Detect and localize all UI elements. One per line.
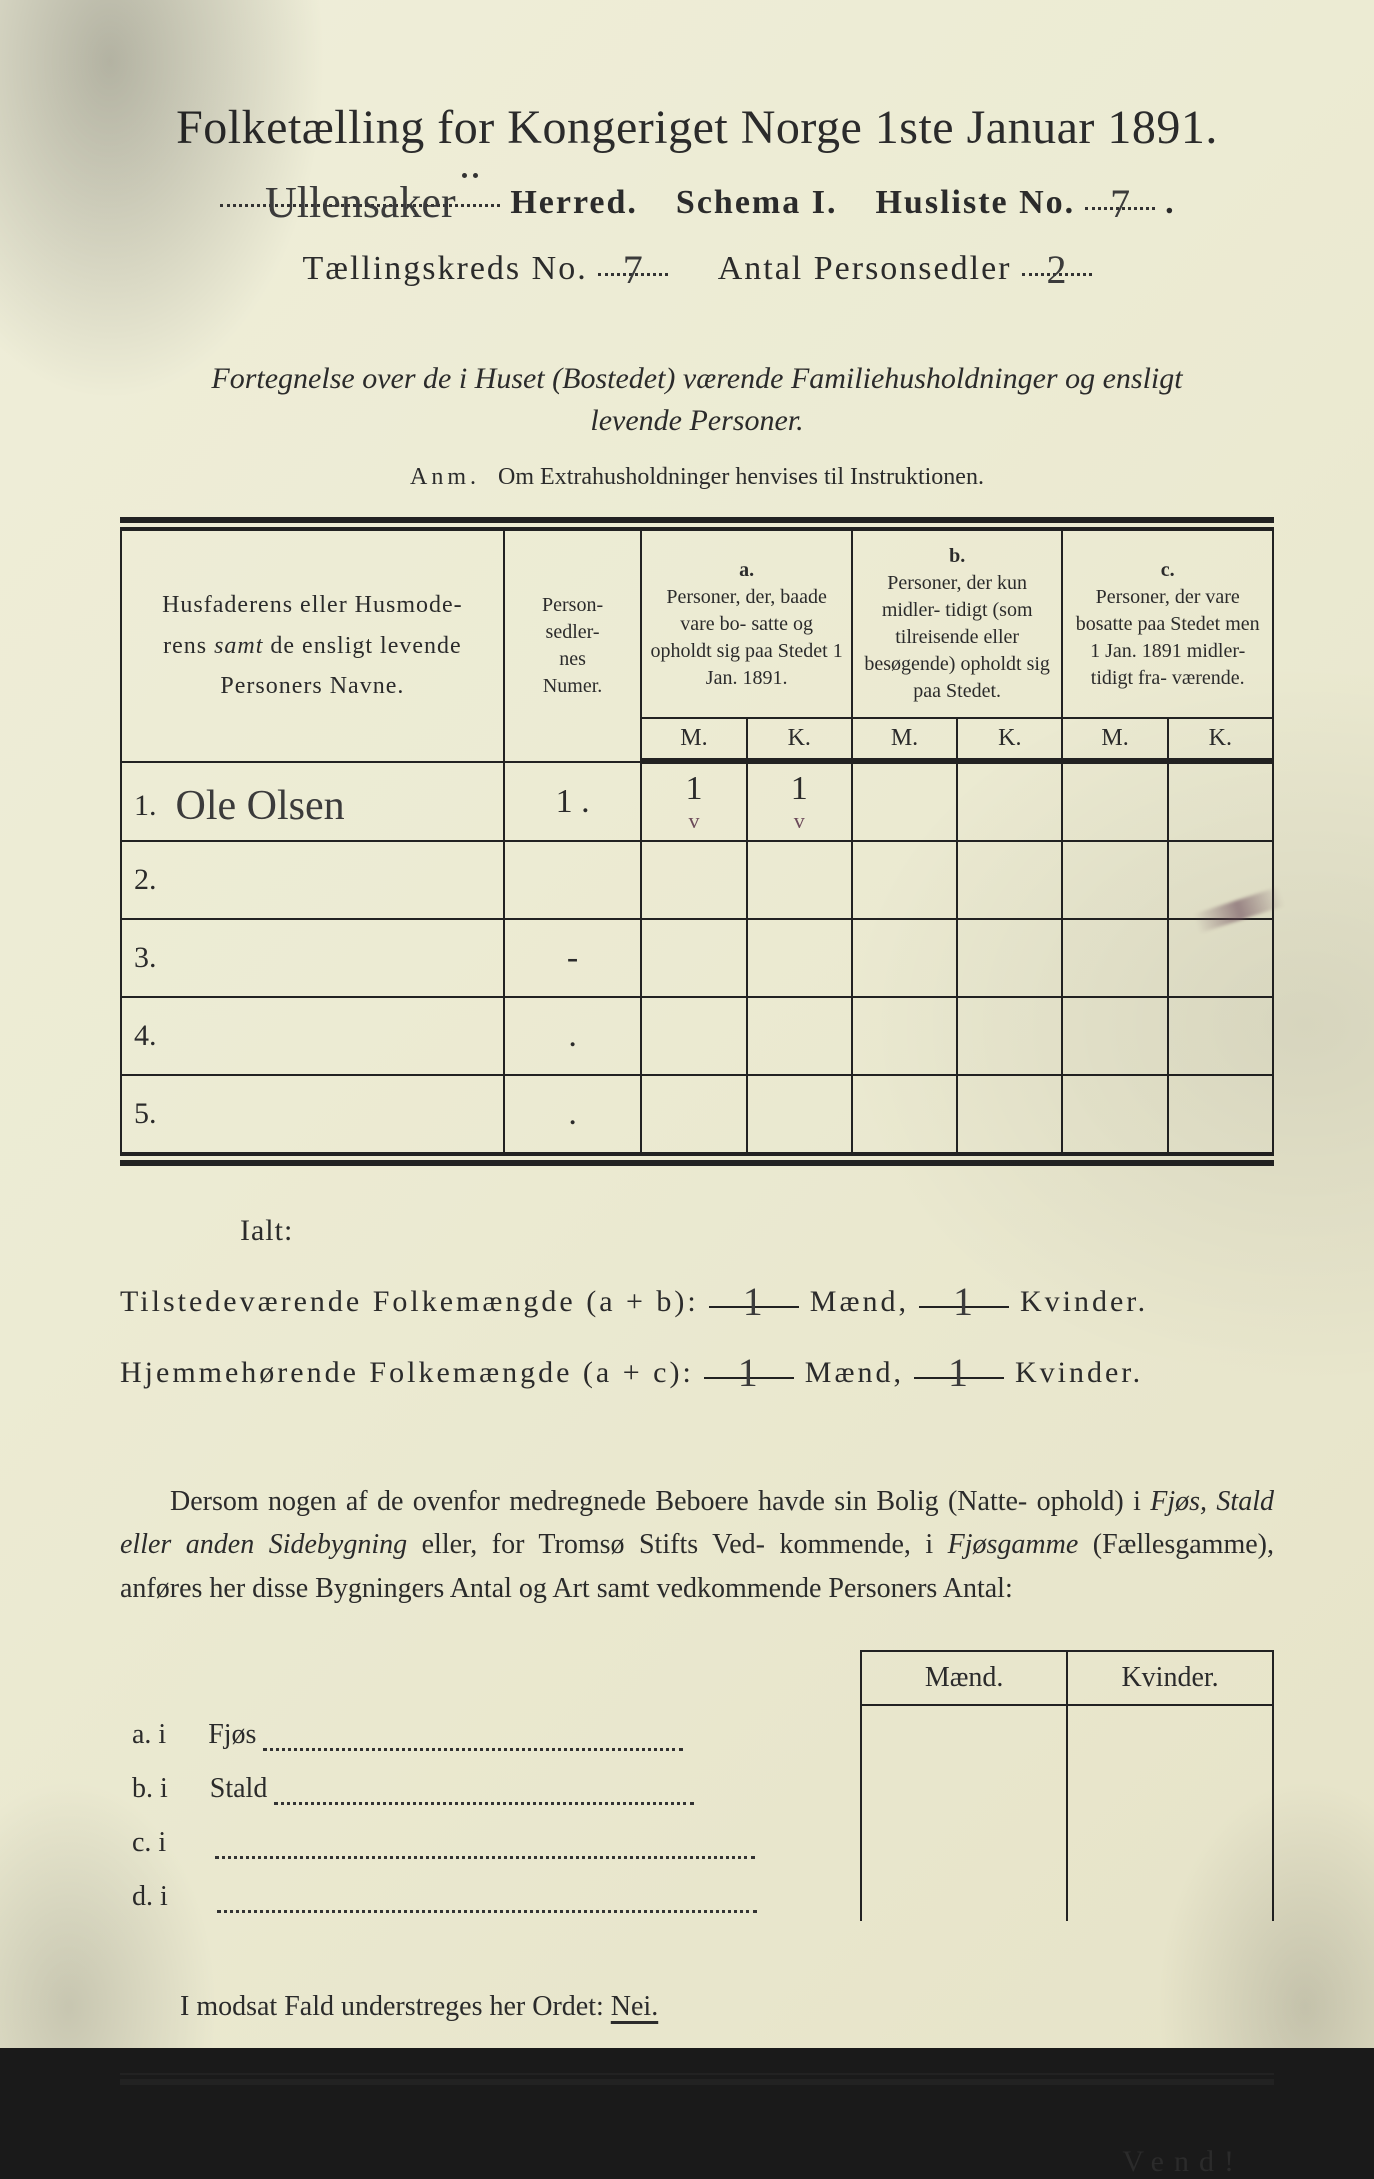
table-row: 3. - bbox=[121, 919, 1273, 997]
anm-label: Anm. bbox=[410, 464, 480, 490]
header-line-2: Tællingskreds No. 7 Antal Personsedler 2 bbox=[120, 242, 1274, 288]
table-row: 1. Ole Olsen1 .1v1v bbox=[121, 762, 1273, 841]
table-row: 2. bbox=[121, 841, 1273, 919]
table-row: 5. . bbox=[121, 1075, 1273, 1153]
kreds-no: 7 bbox=[623, 246, 643, 293]
intro-line1: Fortegnelse over de i Huset (Bostedet) v… bbox=[120, 358, 1274, 400]
table-row: 4. . bbox=[121, 997, 1273, 1075]
totals-block: Ialt: Tilstedeværende Folkemængde (a + b… bbox=[120, 1214, 1274, 1390]
sub-aM: M. bbox=[641, 718, 746, 759]
intro-anm: Anm. Om Extrahusholdninger henvises til … bbox=[120, 464, 1274, 491]
tot-kvinder: Kvinder. bbox=[1020, 1285, 1148, 1318]
form-title: Folketælling for Kongeriget Norge 1ste J… bbox=[120, 100, 1274, 155]
herred-label: Herred. bbox=[510, 184, 638, 222]
col-name-head: Husfaderens eller Husmode-rens samt de e… bbox=[121, 530, 504, 762]
antal-no-field: 2 bbox=[1022, 242, 1092, 276]
header-line-1: Ullensaker Herred. Schema I. Husliste No… bbox=[120, 173, 1274, 222]
tot2-m-field: 1 bbox=[704, 1345, 794, 1379]
rule-thick bbox=[120, 517, 1274, 523]
tot-kvinder2: Kvinder. bbox=[1015, 1356, 1143, 1389]
ialt-label: Ialt: bbox=[240, 1214, 1274, 1248]
bhead-m: Mænd. bbox=[861, 1651, 1067, 1705]
tot2-label: Hjemmehørende Folkemængde (a + c): bbox=[120, 1356, 694, 1389]
nej-word: Nei. bbox=[611, 1991, 658, 2022]
census-form-page: Folketælling for Kongeriget Norge 1ste J… bbox=[0, 0, 1374, 2048]
kreds-label: Tællingskreds No. bbox=[303, 250, 588, 288]
building-row: a. i Fjøs bbox=[120, 1705, 1273, 1759]
rule-thin-3 bbox=[120, 2073, 1274, 2075]
tot1-k-field: 1 bbox=[919, 1274, 1009, 1308]
intro-block: Fortegnelse over de i Huset (Bostedet) v… bbox=[120, 358, 1274, 491]
building-row: b. i Stald bbox=[120, 1759, 1273, 1813]
herred-handwriting: Ullensaker bbox=[265, 177, 456, 228]
vend-label: Vend! bbox=[120, 2145, 1274, 2179]
col-a-head: a. Personer, der, baade vare bo- satte o… bbox=[641, 530, 852, 718]
totals-row-2: Hjemmehørende Folkemængde (a + c): 1 Mæn… bbox=[120, 1345, 1274, 1390]
nej-line: I modsat Fald understreges her Ordet: Ne… bbox=[120, 1991, 1274, 2023]
sub-cK: K. bbox=[1168, 718, 1273, 759]
building-row: d. i bbox=[120, 1867, 1273, 1921]
sub-bM: M. bbox=[852, 718, 957, 759]
rule-thick-2 bbox=[120, 1160, 1274, 1166]
tot1-m-field: 1 bbox=[709, 1274, 799, 1308]
rule-thin-2 bbox=[120, 1154, 1274, 1156]
conditions-paragraph: Dersom nogen af de ovenfor medregnede Be… bbox=[120, 1480, 1274, 1610]
antal-no: 2 bbox=[1047, 246, 1067, 293]
building-row: c. i bbox=[120, 1813, 1273, 1867]
sub-bK: K. bbox=[957, 718, 1062, 759]
tot-maend: Mænd, bbox=[810, 1285, 909, 1318]
rule-thick-3 bbox=[120, 2079, 1274, 2085]
tot-maend2: Mænd, bbox=[805, 1356, 904, 1389]
col-c-head: c. Personer, der vare bosatte paa Stedet… bbox=[1062, 530, 1273, 718]
sub-cM: M. bbox=[1062, 718, 1167, 759]
totals-row-1: Tilstedeværende Folkemængde (a + b): 1 M… bbox=[120, 1274, 1274, 1319]
nej-label: I modsat Fald understreges her Ordet: bbox=[180, 1991, 604, 2022]
husliste-no-field: 7 bbox=[1085, 176, 1155, 210]
col-numer-head: Person-sedler-nesNumer. bbox=[504, 530, 642, 762]
schema-label: Schema I. bbox=[676, 184, 838, 222]
col-b-head: b. Personer, der kun midler- tidigt (som… bbox=[852, 530, 1063, 718]
anm-text: Om Extrahusholdninger henvises til Instr… bbox=[498, 464, 984, 490]
tot1-label: Tilstedeværende Folkemængde (a + b): bbox=[120, 1285, 699, 1318]
tot2-k-field: 1 bbox=[914, 1345, 1004, 1379]
bhead-k: Kvinder. bbox=[1067, 1651, 1273, 1705]
husliste-no: 7 bbox=[1110, 180, 1130, 227]
sub-aK: K. bbox=[747, 718, 852, 759]
husliste-label: Husliste No. bbox=[875, 184, 1075, 222]
antal-label: Antal Personsedler bbox=[718, 250, 1012, 288]
intro-line2: levende Personer. bbox=[120, 400, 1274, 442]
census-table: Husfaderens eller Husmode-rens samt de e… bbox=[120, 529, 1274, 1154]
kreds-no-field: 7 bbox=[598, 242, 668, 276]
buildings-table: Mænd. Kvinder. a. i Fjøs b. i Stald c. i… bbox=[120, 1650, 1274, 1921]
herred-field: Ullensaker bbox=[220, 173, 500, 207]
